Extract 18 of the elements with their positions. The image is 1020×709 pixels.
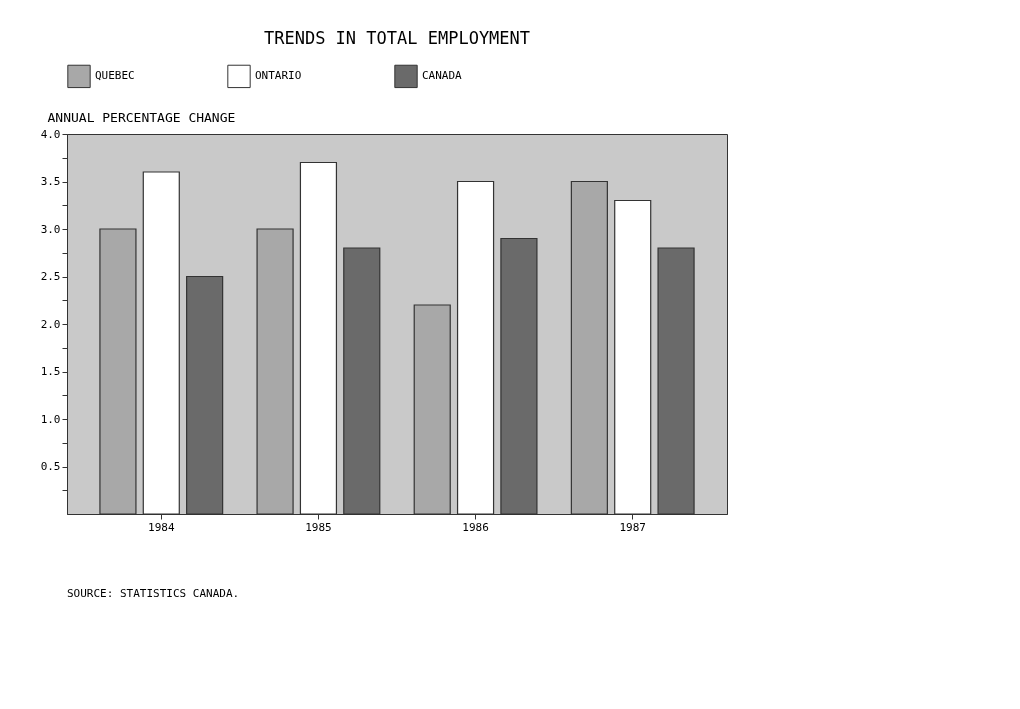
y-tick-label: 0.5 xyxy=(40,460,61,473)
y-tick-label: 4.0 xyxy=(40,127,61,141)
y-tick-label: 1.5 xyxy=(40,365,61,378)
y-tick-label: 2.5 xyxy=(40,270,61,283)
source-note: SOURCE: STATISTICS CANADA. xyxy=(67,587,240,600)
x-tick-label: 1986 xyxy=(462,520,489,534)
y-axis-title: ANNUAL PERCENTAGE CHANGE xyxy=(47,109,236,125)
y-tick-label: 3.5 xyxy=(40,175,61,188)
y-tick-label: 3.0 xyxy=(40,222,61,236)
legend-label: CANADA xyxy=(422,69,463,83)
x-tick-label: 1987 xyxy=(619,520,646,534)
x-tick-label: 1985 xyxy=(305,520,332,534)
legend-label: ONTARIO xyxy=(255,69,302,83)
chart-title: TRENDS IN TOTAL EMPLOYMENT xyxy=(263,28,531,48)
legend-label: QUEBEC xyxy=(95,69,135,83)
y-tick-label: 2.0 xyxy=(40,317,61,331)
y-tick-label: 1.0 xyxy=(40,412,61,426)
x-tick-label: 1984 xyxy=(148,520,175,534)
